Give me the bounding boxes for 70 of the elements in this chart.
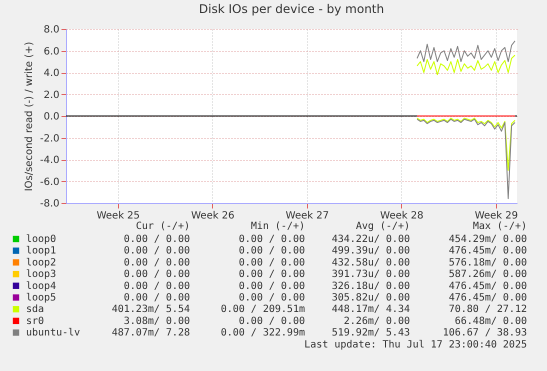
text: 3.08m/ 0.00 [124,316,190,327]
legend-label: sda [26,304,44,316]
y-tick-label: 2.0 [44,90,60,101]
text: 0.00 / 0.00 [238,292,305,304]
text: 0.00 / 209.51m [220,304,305,316]
text: 0.00 / 0.00 [238,257,305,268]
legend-label: loop2 [26,257,56,268]
y-tick-label: -6.0 [40,176,60,188]
text: 487.07m/ 7.28 [112,328,190,339]
text: 0.00 / 0.00 [124,246,190,257]
text: 0.00 / 0.00 [124,257,190,268]
text: 0.00 / 0.00 [124,280,190,292]
text: 587.26m/ 0.00 [448,269,527,280]
text: 70.80 / 27.12 [448,304,527,316]
line-series [416,40,516,62]
text: 519.92m/ 5.43 [332,328,410,339]
text: 0.00 / 0.00 [238,280,305,292]
y-tick-label: 8.0 [44,24,60,36]
legend-label: loop4 [26,280,56,292]
text: 401.23m/ 5.54 [112,304,190,316]
legend-label: loop5 [26,292,56,304]
text: 454.29m/ 0.00 [448,234,527,245]
legend-label: loop0 [26,234,56,245]
y-axis-title: IOs/second read (-) / write (+) [24,42,35,192]
text: 448.17m/ 4.34 [332,304,410,316]
x-tick-label: Week 28 [380,210,424,222]
legend-label: loop1 [26,246,56,257]
text: 0.00 / 0.00 [124,292,190,304]
text: Min (-/+) [250,221,305,232]
y-tick-label: 6.0 [44,46,60,58]
line-series [416,118,516,200]
line-series [416,118,516,171]
legend-label: ubuntu-lv [26,328,80,339]
text: 66.48m/ 0.00 [454,316,527,327]
text: 0.00 / 0.00 [238,269,305,280]
legend-label: loop3 [26,269,56,280]
text: Avg (-/+) [356,221,410,232]
y-tick-label: 0.0 [44,112,60,122]
text: 576.18m/ 0.00 [448,257,527,268]
text: 476.45m/ 0.00 [448,280,527,292]
text: 0.00 / 0.00 [238,234,305,245]
text: Max (-/+) [472,221,527,232]
x-tick-label: Week 26 [191,210,234,222]
y-tick-label: -4.0 [40,155,60,166]
chart-title: Disk IOs per device - by month [198,2,384,16]
text: 106.67 / 38.93 [442,328,527,339]
text: 0.00 / 0.00 [124,269,190,280]
text: 305.82u/ 0.00 [332,292,410,304]
text: Cur (-/+) [136,221,190,232]
text: 0.00 / 0.00 [124,234,190,245]
y-tick-label: 4.0 [44,68,60,79]
x-tick-label: Week 25 [96,210,140,222]
x-tick-label: Week 27 [286,210,329,222]
x-tick-label: Week 29 [474,210,518,222]
text: 0.00 / 0.00 [238,246,305,257]
text: Last update: Thu Jul 17 23:00:40 2025 [304,339,527,350]
text: 0.00 / 0.00 [238,316,305,327]
text: 476.45m/ 0.00 [448,246,527,257]
text: 326.18u/ 0.00 [332,280,410,292]
text: 499.39u/ 0.00 [332,246,410,257]
text: 432.58u/ 0.00 [332,257,410,268]
y-tick-label: -2.0 [40,133,60,144]
legend-label: sr0 [26,316,44,327]
y-tick-label: -8.0 [40,198,60,210]
text: 2.26m/ 0.00 [344,316,410,327]
text: 0.00 / 322.99m [220,328,305,339]
text: 434.22u/ 0.00 [332,234,410,245]
text: 476.45m/ 0.00 [448,292,527,304]
text: 391.73u/ 0.00 [332,269,410,280]
line-series [416,54,516,76]
